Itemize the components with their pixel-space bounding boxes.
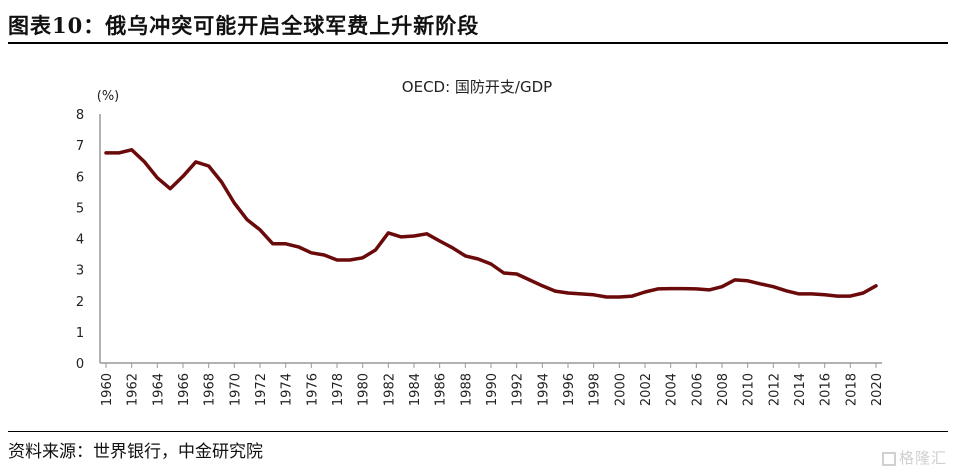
y-tick-label: 8 bbox=[76, 108, 84, 123]
x-tick-label: 1996 bbox=[562, 373, 577, 406]
y-tick-label: 4 bbox=[76, 233, 84, 248]
watermark-text: 格隆汇 bbox=[898, 449, 947, 467]
y-tick-label: 6 bbox=[76, 170, 84, 185]
x-tick-label: 2006 bbox=[690, 373, 705, 406]
x-axis-ticks: 1960 1962 1964 1966 1968 1970 1972 1974 1976 1978… bbox=[100, 363, 885, 406]
series-group bbox=[104, 148, 878, 299]
y-tick-label: 1 bbox=[76, 326, 84, 341]
x-tick-label: 2018 bbox=[844, 373, 859, 406]
x-tick-label: 1978 bbox=[331, 373, 346, 406]
x-tick-label: 1972 bbox=[254, 373, 269, 406]
x-tick-label: 1970 bbox=[228, 373, 243, 406]
y-tick-label: 7 bbox=[76, 139, 84, 154]
x-tick-label: 1984 bbox=[408, 373, 423, 406]
x-tick-label: 1974 bbox=[280, 373, 295, 406]
x-tick-label: 1980 bbox=[357, 373, 372, 406]
x-tick-label: 1968 bbox=[203, 373, 218, 406]
x-tick-label: 1964 bbox=[151, 373, 166, 406]
x-tick-label: 2000 bbox=[613, 373, 628, 406]
x-tick-label: 2020 bbox=[870, 373, 885, 406]
x-tick-label: 1960 bbox=[100, 373, 115, 406]
x-tick-label: 2014 bbox=[793, 373, 808, 406]
x-tick-label: 1986 bbox=[434, 373, 449, 406]
x-tick-label: 2008 bbox=[716, 373, 731, 406]
series-line bbox=[104, 148, 878, 299]
source-divider bbox=[8, 431, 948, 432]
x-tick-label: 1994 bbox=[536, 373, 551, 406]
x-tick-label: 2016 bbox=[819, 373, 834, 406]
x-tick-label: 1982 bbox=[382, 373, 397, 406]
x-tick-label: 1962 bbox=[126, 373, 141, 406]
x-tick-label: 2002 bbox=[639, 373, 654, 406]
source-note: 资料来源：世界银行，中金研究院 bbox=[8, 442, 263, 462]
y-axis-ticks: 0 1 2 3 4 5 6 7 8 bbox=[76, 108, 84, 372]
y-tick-label: 3 bbox=[76, 264, 84, 279]
x-tick-label: 1998 bbox=[588, 373, 603, 406]
x-tick-label: 1988 bbox=[459, 373, 474, 406]
watermark: 格隆汇 bbox=[881, 447, 947, 468]
chart-title: OECD: 国防开支/GDP bbox=[402, 78, 552, 96]
x-tick-label: 1990 bbox=[485, 373, 500, 406]
x-tick-label: 1966 bbox=[177, 373, 192, 406]
x-tick-label: 1992 bbox=[511, 373, 526, 406]
x-tick-label: 2012 bbox=[767, 373, 782, 406]
x-tick-label: 2010 bbox=[742, 373, 757, 406]
title-divider bbox=[8, 42, 948, 44]
y-tick-label: 0 bbox=[76, 357, 84, 372]
axes bbox=[99, 114, 882, 364]
y-axis-unit-label: (%) bbox=[97, 89, 120, 104]
watermark-logo-icon bbox=[881, 452, 896, 466]
y-tick-label: 5 bbox=[76, 201, 84, 216]
figure-title: 图表10：俄乌冲突可能开启全球军费上升新阶段 bbox=[8, 13, 480, 38]
x-tick-label: 2004 bbox=[665, 373, 680, 406]
y-tick-label: 2 bbox=[76, 295, 84, 310]
x-tick-label: 1976 bbox=[305, 373, 320, 406]
